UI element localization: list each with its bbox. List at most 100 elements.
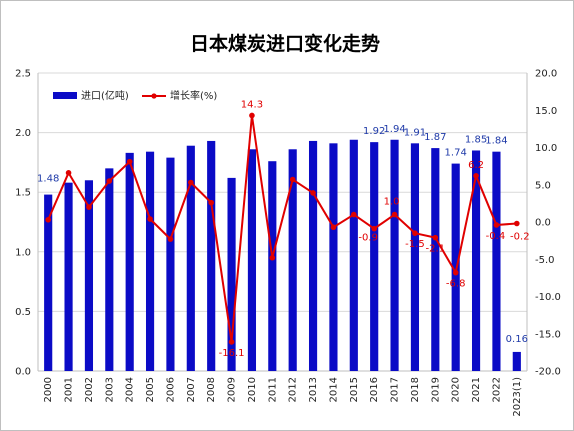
gridlines xyxy=(37,72,528,372)
line-point xyxy=(228,339,235,345)
bar xyxy=(329,143,338,371)
line-point xyxy=(432,234,439,241)
legend-label-line: 增长率(%) xyxy=(170,89,217,102)
left-tick-label: 1.0 xyxy=(15,247,31,258)
x-tick-label: 2016 xyxy=(369,377,380,402)
growth-line xyxy=(47,114,517,343)
bar xyxy=(512,351,521,371)
legend: 进口(亿吨) 增长率(%) xyxy=(53,89,217,102)
bar-data-label: 1.74 xyxy=(445,148,467,159)
bar-data-label: 0.16 xyxy=(506,334,528,345)
x-tick-label: 2013 xyxy=(308,377,319,402)
x-tick-label: 2003 xyxy=(104,377,115,402)
x-tick-label: 2009 xyxy=(227,377,238,402)
line-point xyxy=(126,158,133,165)
line-point xyxy=(452,269,459,276)
bar xyxy=(451,163,460,371)
line-data-labels: -16.1 14.3 -0.9 1.0 -1.5 -2.1 -6.8 6.2 -0.4 -0.2 xyxy=(219,99,530,358)
right-tick-label: -10.0 xyxy=(535,292,561,303)
x-tick-label: 2019 xyxy=(430,377,441,402)
bar-data-label: 1.48 xyxy=(37,174,59,185)
line-data-label: -16.1 xyxy=(219,348,245,359)
x-tick-label: 2023(1) xyxy=(512,377,523,417)
bar xyxy=(268,161,277,371)
legend-swatch-marker xyxy=(151,93,157,99)
bar xyxy=(105,168,114,371)
bar xyxy=(349,139,358,371)
line-point xyxy=(86,204,92,210)
x-tick-label: 2020 xyxy=(451,377,462,402)
line-data-label: -0.2 xyxy=(510,231,530,242)
right-tick-label: 5.0 xyxy=(535,180,551,191)
bar xyxy=(166,157,175,371)
left-tick-label: 2.0 xyxy=(15,128,31,139)
x-tick-label: 2010 xyxy=(247,377,258,402)
legend-swatch-bar xyxy=(53,92,77,99)
bar xyxy=(247,149,257,371)
x-tick-label: 2000 xyxy=(43,377,54,402)
x-tick-label: 2018 xyxy=(410,377,421,402)
right-axis-ticks: -20.0 -15.0 -10.0 -5.0 0.0 5.0 10.0 15.0 20.0 xyxy=(535,69,561,378)
x-tick-label: 2012 xyxy=(288,377,299,402)
bar xyxy=(125,152,134,371)
bar xyxy=(84,180,94,371)
bar-data-label: 1.85 xyxy=(465,134,487,145)
line-data-label: 6.2 xyxy=(468,160,484,171)
x-tick-label: 2004 xyxy=(125,377,136,402)
line-data-label: -0.9 xyxy=(358,233,378,244)
bar xyxy=(227,177,236,371)
left-tick-label: 1.5 xyxy=(15,188,31,199)
left-tick-label: 0.5 xyxy=(15,307,31,318)
bar xyxy=(410,143,420,371)
bar xyxy=(207,140,216,371)
line-point xyxy=(45,216,51,223)
line-point xyxy=(412,230,418,236)
line-point xyxy=(310,190,316,196)
bar xyxy=(471,150,481,371)
x-tick-label: 2014 xyxy=(328,377,339,402)
right-tick-label: -20.0 xyxy=(535,367,561,378)
line-point xyxy=(269,254,276,261)
bar xyxy=(64,182,73,371)
line-point xyxy=(391,211,398,218)
bar xyxy=(492,151,501,371)
bar xyxy=(308,140,318,371)
line-point xyxy=(208,199,214,206)
line-point xyxy=(371,225,377,232)
line-point xyxy=(330,224,337,231)
x-tick-label: 2021 xyxy=(471,377,482,402)
x-tick-label: 2008 xyxy=(206,377,217,402)
x-tick-label: 2015 xyxy=(349,377,360,402)
line-data-label: -6.8 xyxy=(446,279,466,290)
line-point xyxy=(514,220,520,227)
bar xyxy=(390,139,399,371)
line-data-label: -1.5 xyxy=(405,239,425,250)
line-point xyxy=(147,216,153,222)
x-tick-label: 2002 xyxy=(84,377,95,402)
left-tick-label: 2.5 xyxy=(15,69,31,80)
line-point xyxy=(493,222,500,228)
bar-data-label: 1.94 xyxy=(383,124,405,135)
line-data-label: 14.3 xyxy=(241,99,263,110)
bar-data-label: 1.84 xyxy=(485,136,507,147)
line-data-label: -2.1 xyxy=(426,244,446,255)
bar-data-labels: 1.48 1.921.941.911.87 1.74 1.851.84 0.16 xyxy=(37,124,528,345)
line-point xyxy=(249,112,255,119)
line-point xyxy=(473,173,479,179)
right-tick-label: 20.0 xyxy=(535,69,557,80)
line-data-label: -0.4 xyxy=(486,231,506,242)
legend-label-bar: 进口(亿吨) xyxy=(81,89,129,102)
right-tick-label: 15.0 xyxy=(535,106,557,117)
line-point xyxy=(65,170,72,176)
x-tick-label: 2017 xyxy=(390,377,401,402)
x-tick-label: 2005 xyxy=(145,377,156,402)
line-point xyxy=(167,236,174,242)
x-tick-label: 2006 xyxy=(165,377,176,402)
line-data-label: 1.0 xyxy=(384,197,400,208)
bar xyxy=(186,145,195,371)
right-tick-label: 10.0 xyxy=(535,143,557,154)
bar xyxy=(431,148,440,371)
chart-title: 日本煤炭进口变化走势 xyxy=(190,32,380,55)
right-tick-label: -15.0 xyxy=(535,329,561,340)
line-point xyxy=(106,178,113,184)
